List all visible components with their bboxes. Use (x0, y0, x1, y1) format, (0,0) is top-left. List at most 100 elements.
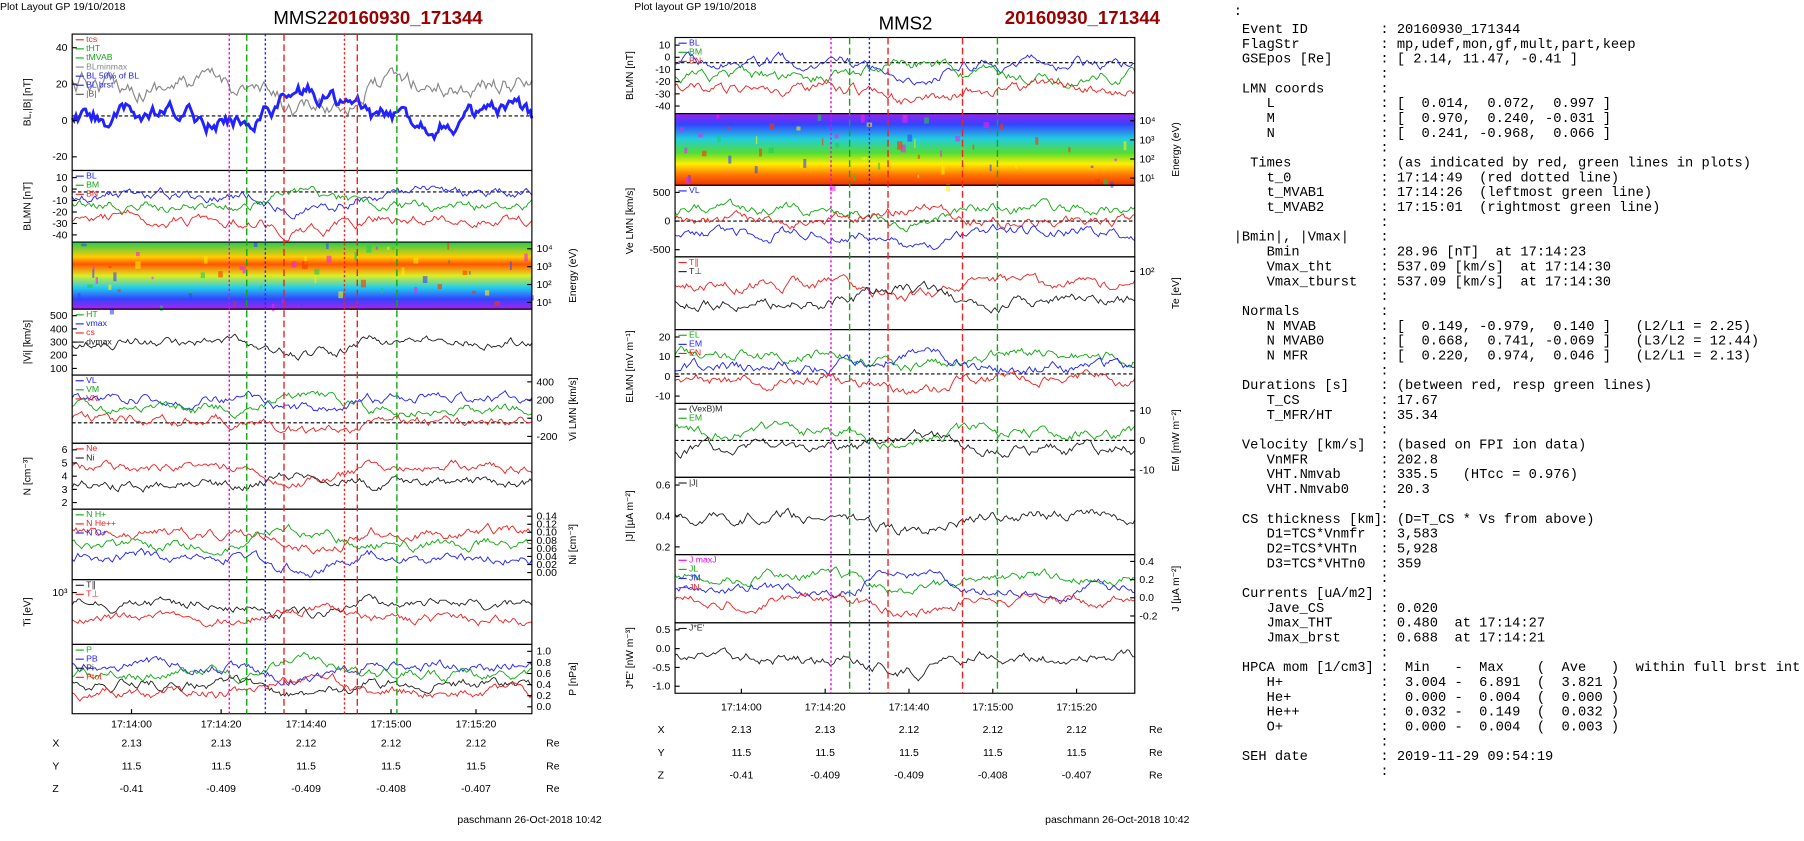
trace (71, 410, 533, 434)
spectrogram-streak (902, 114, 908, 123)
summary-key: |Bmin|, |Vmax| (1234, 231, 1349, 246)
y-tick-label: 0 (62, 116, 68, 127)
trace (71, 333, 533, 361)
summary-value: : (between red, resp green lines) (1380, 379, 1652, 394)
position-label: X (52, 739, 59, 750)
summary-value: : (1380, 498, 1388, 513)
position-value: 2.12 (296, 739, 317, 750)
plot-header: Plot layout GP 19/10/2018 (634, 2, 756, 13)
position-label: Z (52, 784, 58, 795)
spectrogram-streak (204, 256, 208, 264)
spectrogram-streak (835, 142, 840, 148)
summary-key: N MVAB (1234, 320, 1316, 335)
spectrogram-streak (698, 133, 703, 138)
spectrogram-streak (531, 295, 534, 298)
spectrogram-streak (300, 303, 303, 308)
y-tick-label: 0 (537, 414, 543, 425)
position-value: 11.5 (211, 761, 231, 772)
spectrogram-streak (917, 154, 920, 159)
spectrogram-streak (509, 261, 512, 270)
legend-label: JL (689, 564, 698, 574)
trace (71, 547, 533, 578)
spectrogram-streak (941, 166, 945, 175)
spectrogram-streak (447, 242, 450, 250)
legend-label: N H+ (86, 509, 106, 519)
position-value: 11.5 (122, 761, 142, 772)
position-unit: Re (546, 784, 560, 795)
y-tick-label: 500 (653, 188, 671, 199)
summary-key: Jmax_THT (1234, 617, 1333, 632)
y-tick-label: -10 (655, 65, 670, 76)
summary-key: t_MVAB1 (1234, 186, 1325, 201)
summary-value: : (1380, 424, 1388, 439)
trace (674, 77, 1136, 105)
spectrogram-streak (972, 144, 975, 150)
position-value: 2.12 (466, 739, 487, 750)
legend-label: BM (86, 180, 99, 190)
y-tick-label: -0.2 (1139, 611, 1157, 622)
legend-label: BL 50% of BL (86, 71, 139, 81)
summary-value: : 5,928 (1380, 543, 1438, 558)
legend-label: P (86, 644, 92, 654)
summary-key: VnMFR (1234, 454, 1308, 469)
position-value: 2.13 (211, 739, 232, 750)
summary-key: He++ (1234, 706, 1300, 721)
trace (674, 58, 1136, 89)
summary-key: Jmax_brst (1234, 632, 1341, 647)
position-value: -0.409 (894, 771, 924, 782)
spectrogram-streak (1103, 178, 1108, 186)
spectrogram-streak (989, 129, 991, 132)
y-tick-label: 10² (1139, 267, 1155, 278)
y-tick-label: 0.12 (537, 520, 558, 531)
spectrogram-streak (917, 174, 920, 179)
mission: MMS2 (879, 13, 933, 34)
position-value: 11.5 (732, 748, 752, 759)
summary-value: : (1380, 290, 1388, 305)
y-tick-label: -20 (655, 77, 670, 88)
summary-value: : [ 0.241, -0.968, 0.066 ] (1380, 127, 1611, 142)
y-axis-label: J [µA m⁻²] (1171, 566, 1182, 612)
y-tick-label: -10 (1139, 465, 1154, 476)
spectrogram-streak (946, 183, 950, 192)
trace (71, 209, 533, 242)
summary-value: : 359 (1380, 557, 1421, 572)
spectrogram-streak (253, 242, 258, 247)
y-tick-label: 0.0 (537, 702, 552, 713)
legend-label: VL (689, 185, 700, 195)
position-value: -0.41 (120, 784, 144, 795)
trace (71, 523, 533, 556)
legend-label: J maxJ (689, 555, 717, 565)
legend-label: T⊥ (86, 589, 99, 599)
summary-key: He+ (1234, 691, 1292, 706)
summary-key: Bmin (1234, 246, 1300, 261)
x-tick-label: 17:14:20 (201, 719, 242, 730)
trace (674, 223, 1136, 251)
spectrogram-streak (941, 159, 943, 167)
spectrogram-streak (113, 272, 117, 282)
summary-key: D3=TCS*VHTn0 (1234, 557, 1366, 572)
y-tick-label: -1.0 (652, 682, 670, 693)
position-label: Y (658, 748, 665, 759)
position-label: X (658, 725, 665, 736)
legend-label: T∥ (689, 257, 699, 267)
legend-label: BM (689, 47, 702, 57)
x-tick-label: 17:14:00 (721, 702, 762, 713)
spectrogram-streak (354, 251, 358, 261)
spectrogram-streak (326, 255, 332, 263)
y-tick-label: 200 (537, 396, 555, 407)
trace (71, 593, 533, 620)
spectrogram-streak (940, 150, 943, 157)
position-value: -0.408 (978, 771, 1008, 782)
summary-key: N MVAB0 (1234, 335, 1325, 350)
spectrogram-streak (437, 284, 442, 290)
y-tick-label: 10³ (537, 262, 553, 273)
spectrogram-streak (281, 298, 284, 303)
legend-label: VM (86, 384, 99, 394)
spectrogram-streak (291, 261, 297, 268)
y-axis-label: Ve LMN [km/s] (625, 188, 636, 255)
summary-key: D1=TCS*Vnmfr (1234, 528, 1366, 543)
footer: paschmann 26-Oct-2018 10:42 (457, 815, 602, 826)
trace (674, 345, 1136, 372)
legend-label: T∥ (86, 580, 96, 590)
spectrogram-streak (524, 253, 528, 262)
